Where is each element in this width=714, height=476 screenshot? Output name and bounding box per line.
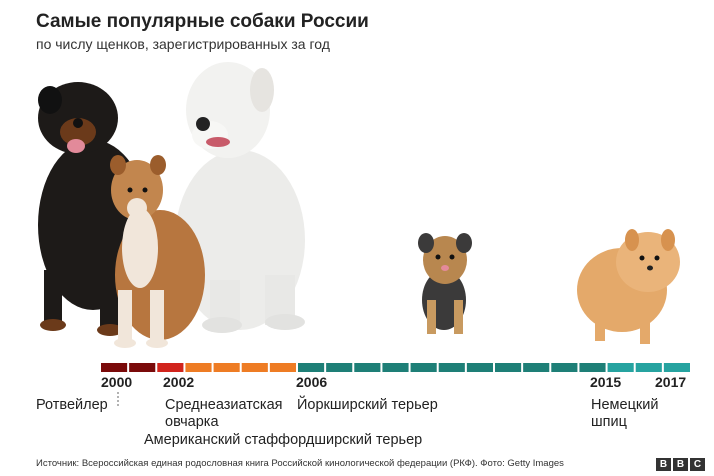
- german-spitz-photo: [577, 229, 680, 344]
- page-title: Самые популярные собаки России: [36, 11, 369, 32]
- timeline-segment: [129, 363, 156, 372]
- timeline-segment: [438, 363, 465, 372]
- breed-rottweiler: Ротвейлер: [36, 397, 108, 413]
- timeline-segment: [213, 363, 240, 372]
- amstaff-photo: [110, 155, 205, 348]
- bbc-logo-letter: B: [673, 458, 688, 471]
- timeline-segment: [607, 363, 634, 372]
- breed-spitz-line2: шпиц: [591, 414, 627, 430]
- timeline-segment: [551, 363, 578, 372]
- timeline-segment: [269, 363, 296, 372]
- year-2000: 2000: [101, 374, 133, 390]
- bbc-logo-letter: C: [690, 458, 705, 471]
- timeline-bar: [101, 363, 690, 372]
- source-note: Источник: Всероссийская единая родословн…: [36, 458, 564, 469]
- timeline-segment: [579, 363, 606, 372]
- timeline-segment: [326, 363, 353, 372]
- timeline-segment: [241, 363, 268, 372]
- central-asian-shepherd-photo: [175, 62, 305, 333]
- timeline-segment: [495, 363, 522, 372]
- timeline-segment: [101, 363, 128, 372]
- timeline-segment: [157, 363, 184, 372]
- yorkshire-terrier-photo: [418, 233, 472, 334]
- breed-spitz-line1: Немецкий: [591, 397, 659, 413]
- timeline-segment: [382, 363, 409, 372]
- timeline-segment: [466, 363, 493, 372]
- timeline-segment: [663, 363, 690, 372]
- breed-central-asian-line1: Среднеазиатская: [165, 397, 283, 413]
- breed-central-asian-line2: овчарка: [165, 414, 219, 430]
- year-2006: 2006: [296, 374, 328, 390]
- year-2017: 2017: [655, 374, 687, 390]
- timeline-segment: [298, 363, 325, 372]
- timeline-segment: [185, 363, 212, 372]
- timeline-segment: [410, 363, 437, 372]
- bbc-logo-letter: B: [656, 458, 671, 471]
- bbc-logo: B B C: [656, 458, 705, 471]
- breed-amstaff: Американский стаффордширский терьер: [144, 432, 423, 448]
- timeline-segment: [354, 363, 381, 372]
- page-subtitle: по числу щенков, зарегистрированных за г…: [36, 36, 330, 52]
- year-2002: 2002: [163, 374, 195, 390]
- year-2015: 2015: [590, 374, 622, 390]
- timeline-segment: [523, 363, 550, 372]
- timeline-segment: [635, 363, 662, 372]
- breed-yorkie: Йоркширский терьер: [297, 397, 438, 413]
